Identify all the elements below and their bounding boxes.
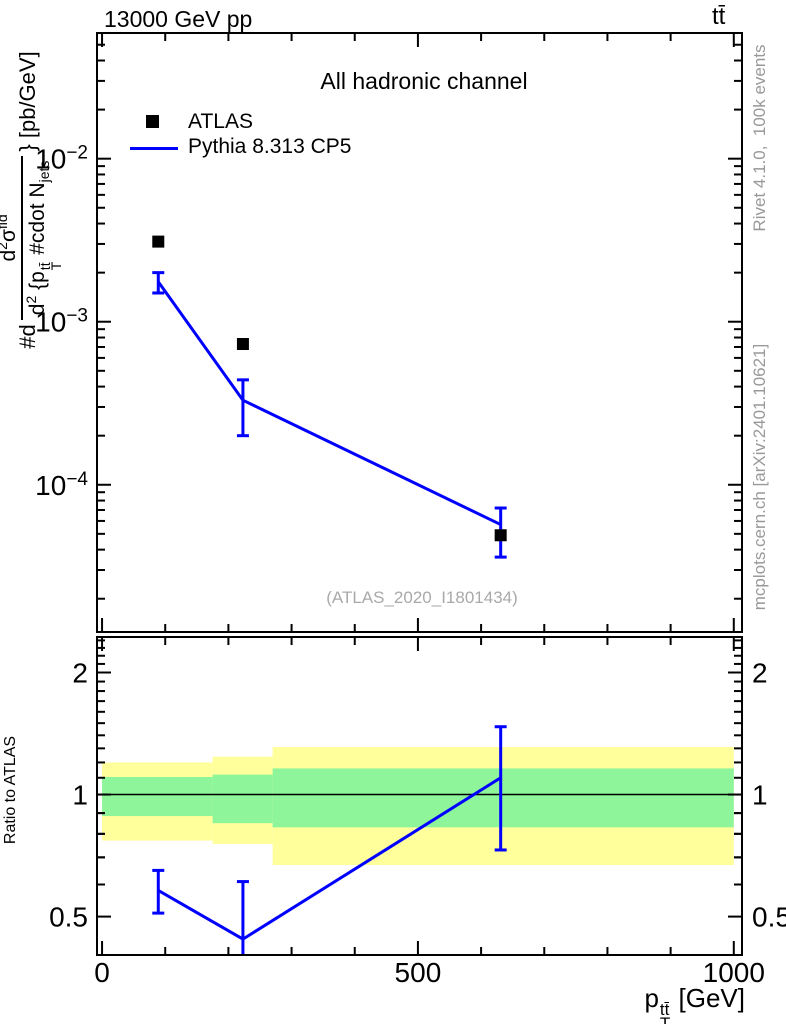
channel-label: All hadronic channel <box>320 68 528 94</box>
pythia-ratio-series <box>152 725 507 955</box>
svg-text:2: 2 <box>752 658 768 689</box>
svg-text:1: 1 <box>752 780 768 811</box>
svg-text:500: 500 <box>395 957 442 988</box>
ylabel-suffix: } [pb/GeV] <box>15 51 40 152</box>
analysis-watermark: (ATLAS_2020_I1801434) <box>326 588 518 607</box>
ylabel-fraction: d2σfid d2 {ptt̄T #cdot Njets <box>0 155 65 321</box>
rivet-version-note: Rivet 4.1.0, 100k events <box>750 44 769 232</box>
mcplots-source-note: mcplots.cern.ch [arXiv:2401.10621] <box>750 343 769 611</box>
ylabel-denominator: d2 {p tt̄ T #cdot Njets <box>22 160 65 316</box>
stat-uncertainty-band <box>102 768 734 828</box>
svg-text:0: 0 <box>94 957 110 988</box>
main-y-axis-label: #d d2σfid d2 {ptt̄T #cdot Njets } [pb/Ge… <box>0 30 64 370</box>
process-title: tt̄ <box>712 3 726 30</box>
svg-text:0.5: 0.5 <box>49 902 88 933</box>
main-plot-frame <box>96 32 743 633</box>
ylabel-prefix: #d <box>15 324 40 349</box>
legend-label-atlas: ATLAS <box>188 110 253 133</box>
beam-energy-title: 13000 GeV pp <box>104 6 253 32</box>
svg-text:2: 2 <box>72 658 88 689</box>
atlas-data-points <box>152 235 507 542</box>
ylabel-numerator: d2σfid <box>0 155 23 321</box>
ratio-y-axis-label: Ratio to ATLAS <box>2 735 19 845</box>
svg-text:1: 1 <box>72 780 88 811</box>
svg-text:1000: 1000 <box>703 957 765 988</box>
x-axis-label: p tt̄ T [GeV] <box>644 983 745 1024</box>
svg-text:10−4: 10−4 <box>35 469 88 501</box>
svg-text:0.5: 0.5 <box>752 902 786 933</box>
atlas-square-marker-icon <box>146 115 159 128</box>
pythia-series-main <box>152 271 507 559</box>
pythia-line-marker-icon <box>130 147 178 150</box>
ratio-plot-frame <box>96 636 743 956</box>
legend-label-pythia: Pythia 8.313 CP5 <box>188 135 352 158</box>
